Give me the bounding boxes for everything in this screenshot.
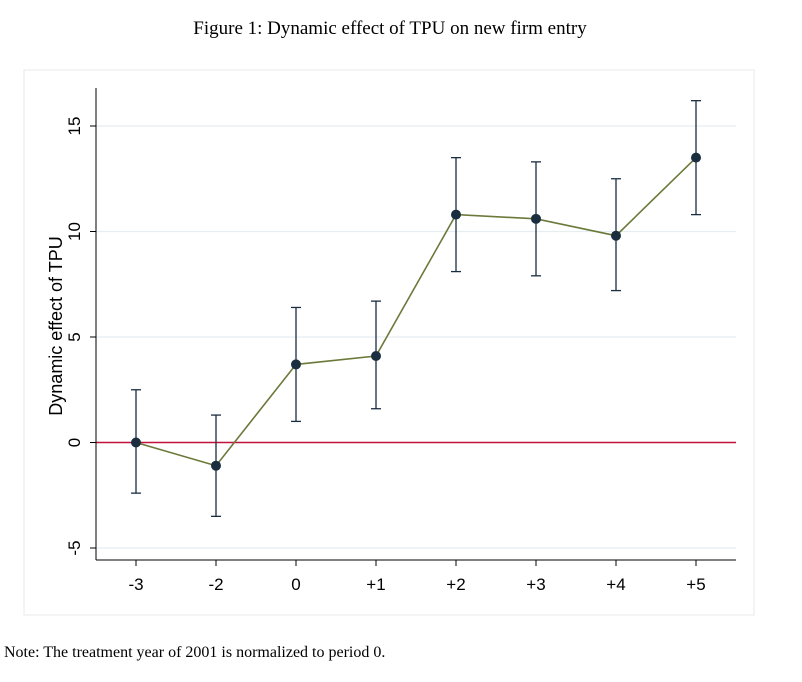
- data-point: [371, 350, 381, 361]
- data-point: [131, 437, 141, 448]
- x-ticks: -3 -2 0 +1 +2 +3 +4 +5: [128, 560, 706, 594]
- figure-title: Figure 1: Dynamic effect of TPU on new f…: [193, 18, 587, 39]
- y-tick-label: -5: [65, 540, 84, 555]
- x-tick-label: +2: [446, 575, 465, 594]
- point-layer: [131, 152, 701, 471]
- y-tick-label: 0: [65, 438, 84, 447]
- data-point: [291, 359, 301, 370]
- data-point: [611, 230, 621, 241]
- data-point: [451, 209, 461, 220]
- axes-layer: [95, 88, 736, 561]
- y-ticks: -5 0 5 10 15: [65, 117, 96, 556]
- plot-frame: [23, 69, 755, 616]
- y-tick-label: 10: [65, 222, 84, 241]
- series-line: [135, 157, 697, 467]
- y-axis-title: Dynamic effect of TPU: [46, 236, 66, 415]
- figure-note: Note: The treatment year of 2001 is norm…: [4, 644, 386, 661]
- x-tick-label: +3: [526, 575, 545, 594]
- data-point: [691, 152, 701, 163]
- x-tick-label: 0: [291, 575, 300, 594]
- grid-layer: [96, 125, 736, 549]
- data-point: [531, 213, 541, 224]
- x-tick-label: +4: [606, 575, 625, 594]
- data-point: [211, 460, 221, 471]
- x-tick-label: -2: [208, 575, 223, 594]
- y-tick-label: 15: [65, 117, 84, 136]
- y-tick-label: 5: [65, 332, 84, 341]
- series-layer: [135, 157, 697, 467]
- errorbar-layer: [131, 100, 701, 517]
- x-tick-label: -3: [128, 575, 143, 594]
- x-tick-label: +5: [686, 575, 705, 594]
- x-tick-label: +1: [366, 575, 385, 594]
